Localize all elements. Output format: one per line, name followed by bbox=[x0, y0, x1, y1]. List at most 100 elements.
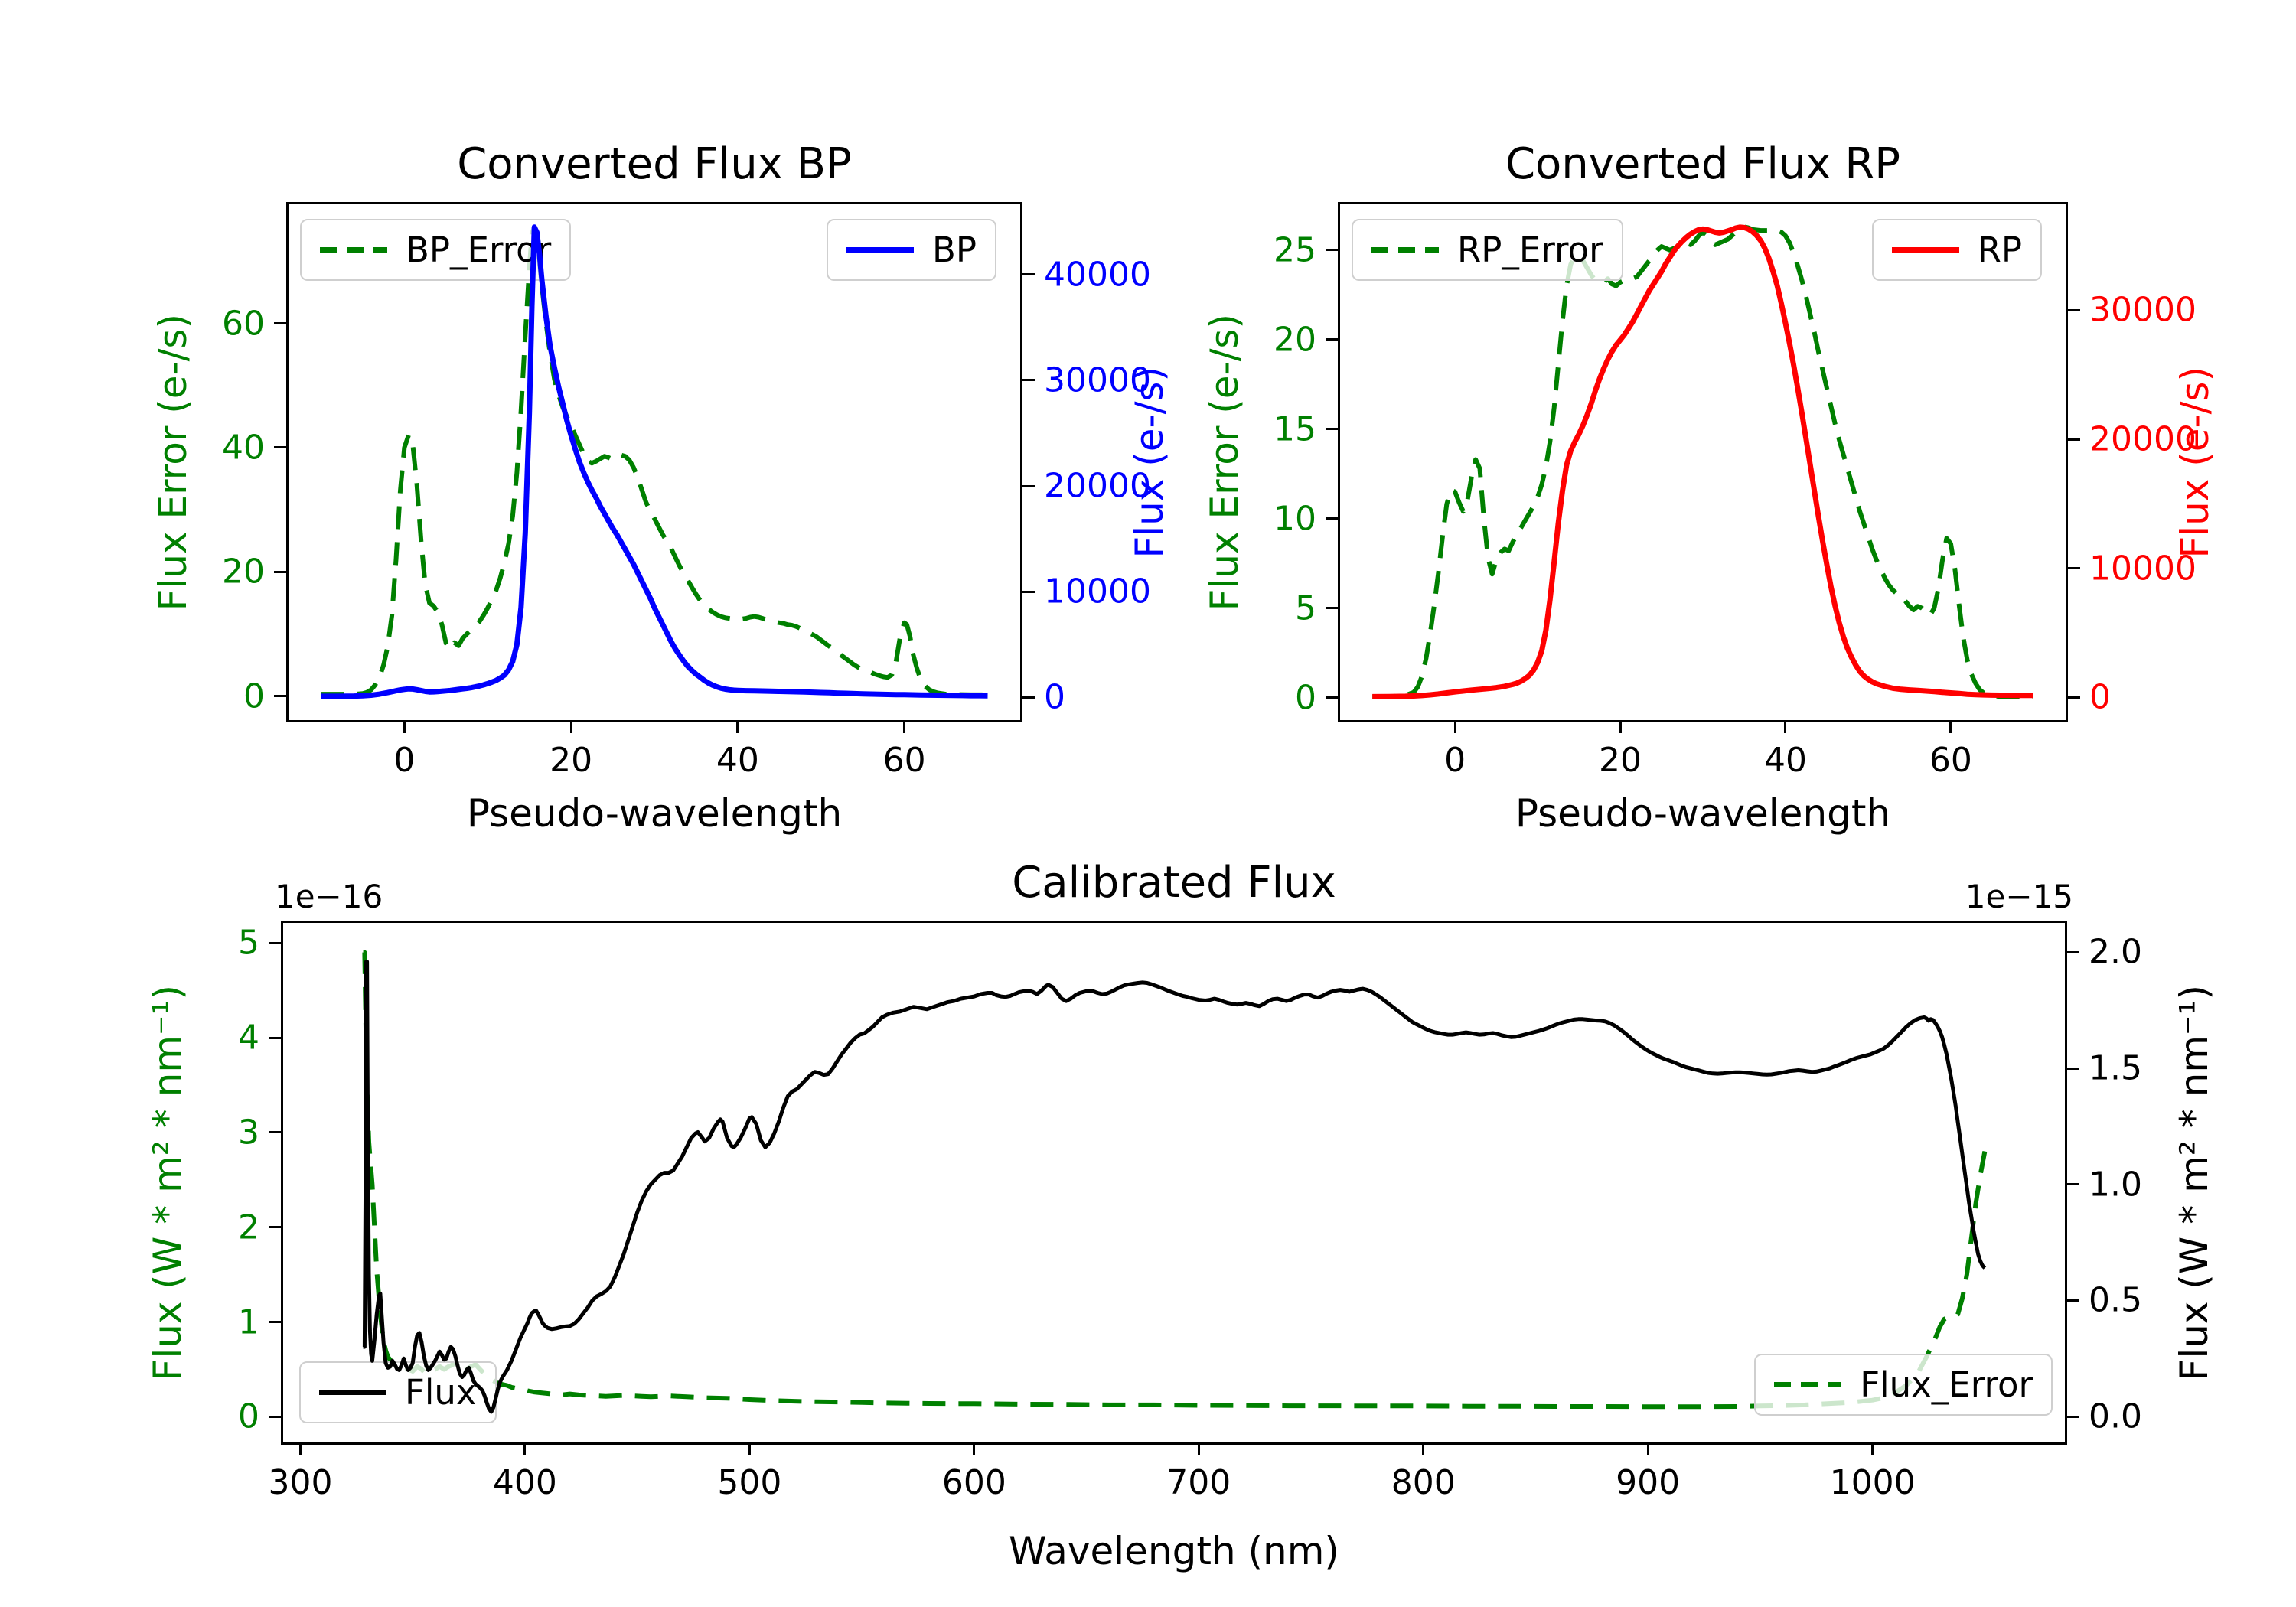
legend-label: Flux_Error bbox=[1860, 1364, 2033, 1405]
tick-mark bbox=[1949, 721, 1952, 733]
legend-label: RP_Error bbox=[1457, 230, 1603, 270]
tick-mark bbox=[2068, 308, 2080, 311]
tick-label: 0 bbox=[243, 676, 265, 716]
right-axis-offset: 1e−15 bbox=[1965, 878, 2073, 915]
tick-mark bbox=[274, 695, 286, 698]
x-axis-label: Wavelength (nm) bbox=[1009, 1529, 1339, 1573]
tick-mark bbox=[298, 1443, 302, 1455]
y-axis-label-left: Flux Error (e-/s) bbox=[1202, 313, 1247, 611]
tick-label: 600 bbox=[941, 1463, 1006, 1502]
legend-rp: RP bbox=[1871, 219, 2042, 281]
y-axis-left: Flux Error (e-/s) bbox=[1202, 204, 1247, 721]
tick-mark bbox=[274, 446, 286, 449]
y-axis-label-right: Flux (W * m² * nm⁻¹) bbox=[2172, 984, 2216, 1381]
tick-label: 40 bbox=[716, 741, 759, 780]
tick-label: 5 bbox=[238, 923, 259, 963]
tick-mark bbox=[269, 1415, 281, 1418]
tick-mark bbox=[2067, 1299, 2079, 1302]
tick-mark bbox=[1197, 1443, 1200, 1455]
bp-error-curve bbox=[321, 224, 988, 697]
tick-label: 20 bbox=[1599, 741, 1642, 780]
tick-label: 15 bbox=[1274, 409, 1316, 449]
legend-label: BP bbox=[931, 230, 977, 270]
tick-mark bbox=[1326, 338, 1338, 341]
tick-label: 0.0 bbox=[2089, 1397, 2142, 1436]
left-axis-offset: 1e−16 bbox=[275, 878, 383, 915]
solid-line-icon bbox=[846, 247, 914, 253]
tick-mark bbox=[1646, 1443, 1649, 1455]
tick-label: 0 bbox=[1044, 677, 1065, 717]
tick-label: 20000 bbox=[2089, 419, 2197, 459]
tick-mark bbox=[269, 1321, 281, 1323]
plot-area bbox=[288, 204, 1021, 721]
legend-flux-error: Flux_Error bbox=[1754, 1354, 2053, 1416]
tick-mark bbox=[269, 1036, 281, 1039]
tick-mark bbox=[1326, 517, 1338, 520]
tick-mark bbox=[2068, 438, 2080, 441]
dashed-line-icon bbox=[1774, 1382, 1842, 1387]
tick-label: 30000 bbox=[2089, 290, 2197, 330]
chart-title: Converted Flux BP bbox=[457, 139, 852, 189]
tick-mark bbox=[2067, 1067, 2079, 1070]
tick-mark bbox=[2068, 567, 2080, 570]
tick-label: 5 bbox=[1295, 588, 1316, 628]
tick-mark bbox=[1022, 696, 1035, 699]
tick-label: 60 bbox=[882, 741, 926, 780]
y-axis-left: Flux Error (e-/s) bbox=[151, 204, 195, 721]
tick-label: 0 bbox=[393, 741, 416, 780]
tick-mark bbox=[1871, 1443, 1874, 1455]
tick-mark bbox=[1453, 721, 1456, 733]
tick-label: 700 bbox=[1166, 1463, 1231, 1502]
tick-label: 0 bbox=[2089, 677, 2111, 717]
tick-label: 4 bbox=[238, 1018, 259, 1058]
tick-mark bbox=[1784, 721, 1787, 733]
tick-label: 0 bbox=[238, 1397, 259, 1436]
dashed-line-icon bbox=[320, 247, 387, 253]
tick-label: 900 bbox=[1616, 1463, 1681, 1502]
tick-label: 2 bbox=[238, 1208, 259, 1247]
tick-label: 20 bbox=[1274, 320, 1316, 360]
legend-label: Flux bbox=[405, 1372, 477, 1413]
y-axis-right: Flux (e-/s) bbox=[2173, 204, 2217, 721]
legend-bp-error: BP_Error bbox=[300, 219, 572, 281]
tick-label: 0.5 bbox=[2089, 1280, 2142, 1320]
tick-mark bbox=[736, 721, 739, 733]
tick-mark bbox=[269, 1226, 281, 1229]
tick-mark bbox=[1422, 1443, 1425, 1455]
tick-label: 60 bbox=[1929, 741, 1972, 780]
tick-mark bbox=[523, 1443, 527, 1455]
tick-label: 300 bbox=[268, 1463, 333, 1502]
y-axis-label-left: Flux (W * m² * nm⁻¹) bbox=[145, 984, 190, 1381]
legend-rp-error: RP_Error bbox=[1352, 219, 1623, 281]
tick-mark bbox=[269, 1131, 281, 1134]
tick-label: 500 bbox=[717, 1463, 782, 1502]
tick-mark bbox=[748, 1443, 751, 1455]
tick-label: 30000 bbox=[1044, 360, 1151, 400]
tick-mark bbox=[1022, 484, 1035, 487]
tick-mark bbox=[2067, 1415, 2079, 1418]
tick-label: 1000 bbox=[1829, 1463, 1916, 1502]
tick-mark bbox=[1619, 721, 1622, 733]
bp-curve bbox=[321, 224, 988, 699]
tick-mark bbox=[274, 570, 286, 573]
tick-mark bbox=[2067, 950, 2079, 953]
tick-label: 20 bbox=[550, 741, 593, 780]
tick-mark bbox=[903, 721, 906, 733]
y-axis-label-left: Flux Error (e-/s) bbox=[151, 313, 195, 611]
y-axis-label-right: Flux (e-/s) bbox=[2173, 366, 2217, 559]
tick-mark bbox=[1326, 428, 1338, 431]
chart-calibrated-flux: Calibrated Flux 1e−16 1e−15 Flux (W * m²… bbox=[145, 858, 2216, 1573]
tick-label: 10000 bbox=[1044, 572, 1151, 611]
legend-flux: Flux bbox=[299, 1361, 497, 1423]
tick-mark bbox=[1326, 696, 1338, 699]
tick-label: 1 bbox=[238, 1302, 259, 1341]
tick-label: 0 bbox=[1295, 678, 1316, 718]
tick-label: 40000 bbox=[1044, 255, 1151, 295]
legend-label: BP_Error bbox=[406, 230, 552, 270]
tick-label: 20000 bbox=[1044, 466, 1151, 506]
tick-label: 40 bbox=[222, 428, 265, 468]
x-axis-label: Pseudo-wavelength bbox=[466, 791, 843, 836]
tick-label: 20 bbox=[222, 552, 265, 592]
tick-label: 40 bbox=[1763, 741, 1807, 780]
